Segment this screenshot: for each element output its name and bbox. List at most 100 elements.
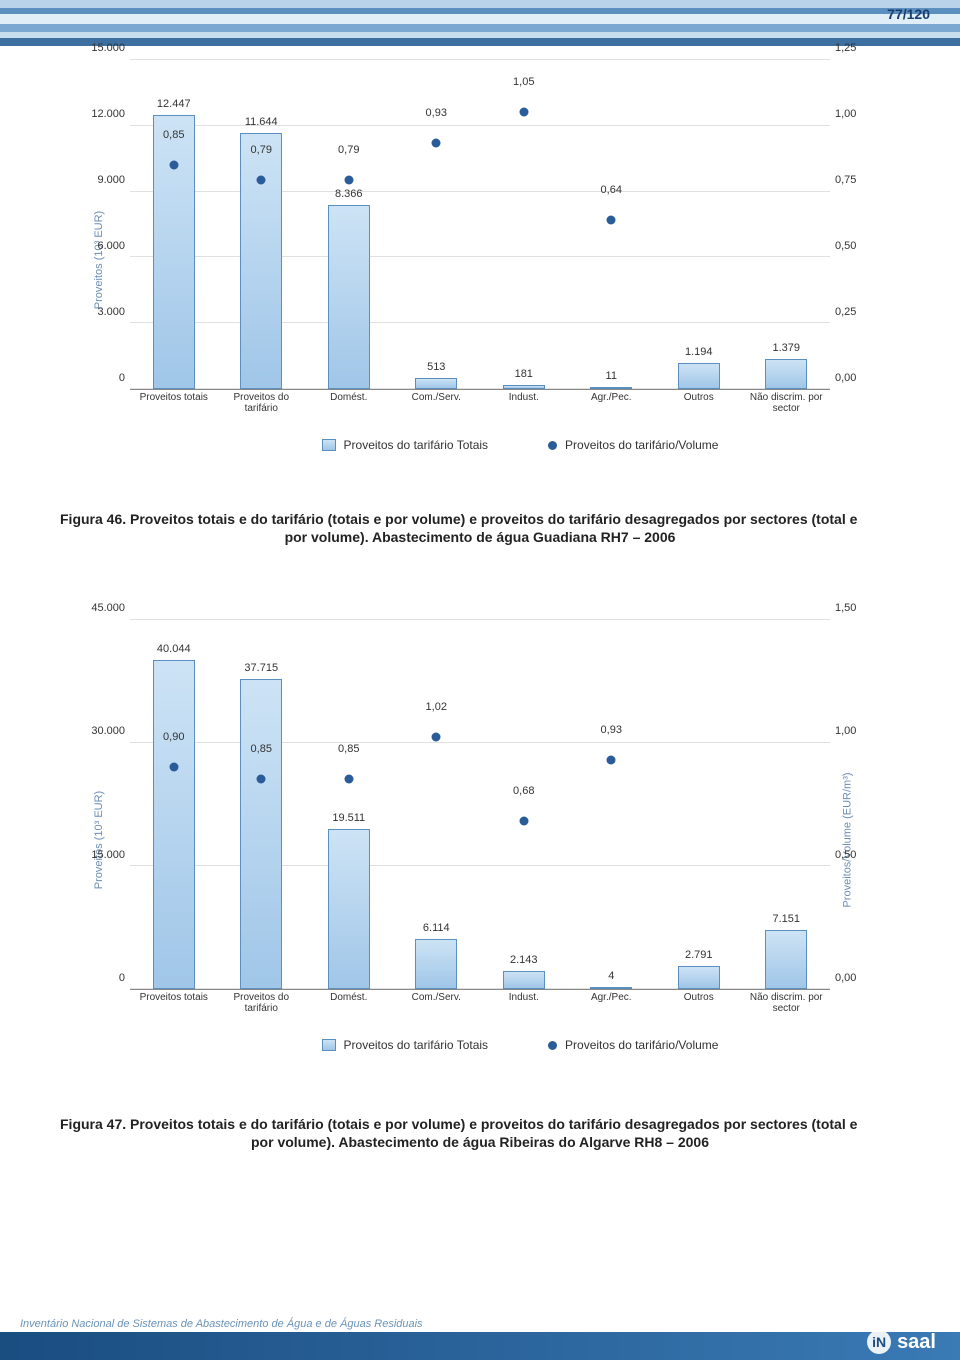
category-label: Outros bbox=[655, 392, 743, 403]
chart2-yaxis-right: 0,000,501,001,50 bbox=[835, 620, 890, 990]
bar: 1.379 bbox=[765, 359, 807, 389]
category-label: Proveitos dotarifário bbox=[218, 392, 306, 414]
bar-group: 19.511 bbox=[328, 829, 370, 989]
bar: 40.044 bbox=[153, 660, 195, 989]
footer: Inventário Nacional de Sistemas de Abast… bbox=[0, 1312, 960, 1360]
ytick-left: 9.000 bbox=[70, 174, 125, 186]
bar-value-label: 6.114 bbox=[423, 922, 450, 934]
category-label: Domést. bbox=[305, 992, 393, 1003]
bar-value-label: 2.143 bbox=[510, 954, 538, 966]
chart1-legend-bar-label: Proveitos do tarifário Totais bbox=[344, 438, 489, 452]
chart-1: Proveitos (10³ EUR) 03.0006.0009.00012.0… bbox=[70, 60, 890, 460]
bar-group: 7.151 bbox=[765, 930, 807, 989]
footer-text: Inventário Nacional de Sistemas de Abast… bbox=[20, 1318, 423, 1330]
data-point-label: 0,79 bbox=[338, 144, 359, 156]
footer-logo-prefix: iN bbox=[867, 1330, 891, 1354]
data-point bbox=[257, 775, 266, 784]
caption-2: Figura 47. Proveitos totais e do tarifár… bbox=[60, 1115, 900, 1151]
ytick-right: 1,00 bbox=[835, 108, 890, 120]
bar-group: 1.194 bbox=[678, 363, 720, 389]
data-point-label: 0,68 bbox=[513, 785, 534, 797]
bar: 19.511 bbox=[328, 829, 370, 989]
bar: 513 bbox=[415, 378, 457, 389]
chart1-yaxis-right: 0,000,250,500,751,001,25 bbox=[835, 60, 890, 390]
ytick-right: 1,00 bbox=[835, 725, 890, 737]
chart2-legend-bar-label: Proveitos do tarifário Totais bbox=[344, 1038, 489, 1052]
caption1-line2: por volume). Abastecimento de água Guadi… bbox=[60, 528, 900, 546]
bar-value-label: 11.644 bbox=[245, 116, 278, 128]
bar-value-label: 181 bbox=[515, 368, 533, 380]
data-point bbox=[257, 176, 266, 185]
chart2-legend-dot: Proveitos do tarifário/Volume bbox=[548, 1038, 718, 1052]
bar-value-label: 11 bbox=[606, 370, 617, 382]
chart2-yaxis-left: 015.00030.00045.000 bbox=[70, 620, 125, 990]
footer-logo: iN saal bbox=[867, 1330, 936, 1354]
chart1-legend-dot-label: Proveitos do tarifário/Volume bbox=[565, 438, 718, 452]
bar-group: 40.044 bbox=[153, 660, 195, 989]
chart2-legend-dot-label: Proveitos do tarifário/Volume bbox=[565, 1038, 718, 1052]
category-label: Proveitos totais bbox=[130, 992, 218, 1003]
chart1-legend: Proveitos do tarifário Totais Proveitos … bbox=[210, 430, 830, 460]
bar-group: 181 bbox=[503, 385, 545, 389]
data-point bbox=[607, 216, 616, 225]
bar: 7.151 bbox=[765, 930, 807, 989]
ytick-right: 1,25 bbox=[835, 42, 890, 54]
data-point-label: 0,85 bbox=[163, 129, 184, 141]
caption2-line1: Figura 47. Proveitos totais e do tarifár… bbox=[60, 1116, 857, 1132]
ytick-right: 1,50 bbox=[835, 602, 890, 614]
bar-group: 11 bbox=[590, 387, 632, 389]
ytick-left: 12.000 bbox=[70, 108, 125, 120]
caption-1: Figura 46. Proveitos totais e do tarifár… bbox=[60, 510, 900, 546]
chart2-xlabels: Proveitos totaisProveitos dotarifárioDom… bbox=[130, 992, 830, 1020]
bar-value-label: 37.715 bbox=[244, 662, 278, 674]
category-label: Indust. bbox=[480, 992, 568, 1003]
bar-value-label: 2.791 bbox=[685, 949, 713, 961]
bar-group: 513 bbox=[415, 378, 457, 389]
data-point bbox=[344, 775, 353, 784]
data-point-label: 0,93 bbox=[426, 107, 447, 119]
category-label: Agr./Pec. bbox=[568, 992, 656, 1003]
category-label: Indust. bbox=[480, 392, 568, 403]
ytick-right: 0,50 bbox=[835, 240, 890, 252]
ytick-left: 15.000 bbox=[70, 849, 125, 861]
bar: 8.366 bbox=[328, 205, 370, 389]
data-point-label: 0,79 bbox=[251, 144, 272, 156]
ytick-left: 3.000 bbox=[70, 306, 125, 318]
chart-2: Proveitos (10³ EUR) Proveitos/Volume (EU… bbox=[70, 620, 890, 1060]
category-label: Com./Serv. bbox=[393, 992, 481, 1003]
data-point bbox=[607, 755, 616, 764]
data-point bbox=[432, 733, 441, 742]
chart2-plot-area: 40.0440,9037.7150,8519.5110,856.1141,022… bbox=[130, 620, 830, 990]
ytick-left: 0 bbox=[70, 372, 125, 384]
bar: 181 bbox=[503, 385, 545, 389]
bar-group: 11.644 bbox=[240, 133, 282, 389]
bar-value-label: 4 bbox=[608, 970, 614, 982]
ytick-left: 45.000 bbox=[70, 602, 125, 614]
data-point bbox=[432, 139, 441, 148]
bar-group: 2.791 bbox=[678, 966, 720, 989]
bar-group: 2.143 bbox=[503, 971, 545, 989]
data-point-label: 0,85 bbox=[251, 743, 272, 755]
bar: 12.447 bbox=[153, 115, 195, 389]
caption1-line1: Figura 46. Proveitos totais e do tarifár… bbox=[60, 511, 857, 527]
ytick-left: 6.000 bbox=[70, 240, 125, 252]
bar-group: 37.715 bbox=[240, 679, 282, 989]
bar-group: 4 bbox=[590, 987, 632, 989]
bar-group: 8.366 bbox=[328, 205, 370, 389]
ytick-right: 0,00 bbox=[835, 372, 890, 384]
bar-group: 1.379 bbox=[765, 359, 807, 389]
data-point-label: 0,93 bbox=[601, 724, 622, 736]
ytick-right: 0,25 bbox=[835, 306, 890, 318]
page-number: 77/120 bbox=[887, 6, 930, 22]
bar: 4 bbox=[590, 987, 632, 989]
ytick-right: 0,00 bbox=[835, 972, 890, 984]
bar-value-label: 7.151 bbox=[772, 913, 800, 925]
bar: 2.143 bbox=[503, 971, 545, 989]
chart1-legend-dot: Proveitos do tarifário/Volume bbox=[548, 438, 718, 452]
bar-value-label: 40.044 bbox=[157, 643, 191, 655]
bar: 11.644 bbox=[240, 133, 282, 389]
data-point-label: 0,85 bbox=[338, 743, 359, 755]
chart1-legend-bar: Proveitos do tarifário Totais bbox=[322, 438, 489, 452]
caption2-line2: por volume). Abastecimento de água Ribei… bbox=[60, 1133, 900, 1151]
data-point bbox=[344, 176, 353, 185]
